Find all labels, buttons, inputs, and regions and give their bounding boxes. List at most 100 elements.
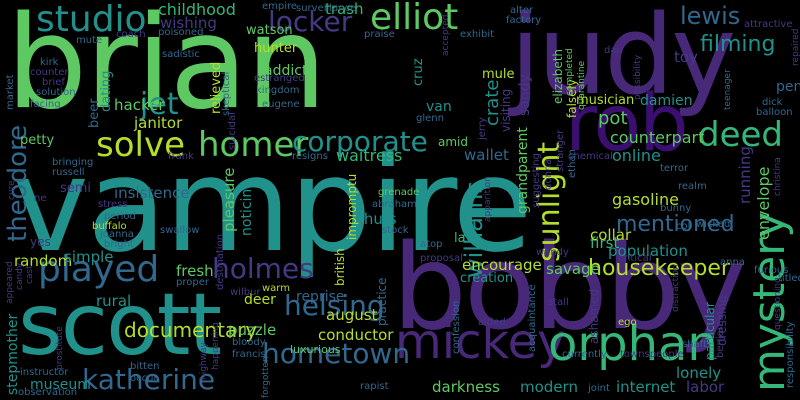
word-questioning: questioning — [773, 277, 783, 330]
word-lonely: lonely — [676, 364, 722, 382]
word-petty: petty — [20, 133, 55, 148]
word-francis: francis — [232, 349, 266, 360]
word-confession: confession — [451, 300, 462, 354]
word-estranged: estranged — [254, 73, 305, 84]
word-facing: facing — [30, 99, 61, 110]
word-janitor: janitor — [134, 114, 183, 132]
word-solve: solve — [96, 125, 186, 165]
word-bobby: bobby — [392, 218, 747, 356]
word-kirk: kirk — [40, 57, 59, 68]
word-russell: russell — [52, 167, 85, 178]
word-bunny: bunny — [660, 203, 692, 214]
word-internet: internet — [616, 378, 676, 396]
word-museum: museum — [30, 377, 91, 393]
word-studio: studio — [36, 0, 147, 40]
word-candy: candy — [15, 262, 25, 290]
word-trash: trash — [325, 0, 364, 18]
word-proposal: proposal — [420, 253, 463, 264]
word-christina: christina — [773, 157, 783, 196]
word-cruz: cruz — [411, 58, 426, 86]
word-fresh: fresh — [176, 262, 214, 280]
word-forgotten: forgotten — [261, 356, 271, 398]
word-apparition: apparition — [483, 176, 493, 222]
word-encourage: encourage — [462, 256, 542, 274]
word-waitress: waitress — [336, 146, 403, 165]
word-visiting: visiting — [499, 88, 513, 132]
word-orphan: orphan — [548, 316, 718, 372]
word-prostitute: prostitute — [55, 326, 65, 370]
word-stranger: stranger — [555, 129, 566, 172]
word-ethan: ethan — [567, 149, 578, 178]
word-modern: modern — [520, 378, 578, 396]
word-semi: semi — [60, 181, 92, 196]
word-ego: ego — [618, 317, 637, 328]
word-realm: realm — [678, 181, 707, 192]
word-darkness: darkness — [432, 378, 500, 396]
word-appeared: appeared — [5, 261, 15, 304]
word-exhibit: exhibit — [460, 29, 495, 40]
word-noticing: noticing — [239, 179, 255, 236]
word-scott: scott — [18, 275, 222, 375]
word-stepmother: stepmother — [5, 313, 21, 395]
word-running: running — [736, 146, 754, 204]
word-addict: addict — [264, 63, 308, 79]
word-grandparent: grandparent — [515, 127, 531, 214]
word-alter: alter — [510, 5, 534, 16]
word-attractive: attractive — [744, 19, 793, 30]
word-brief: brief — [42, 77, 65, 88]
word-august: august — [326, 306, 378, 324]
word-dating: dating — [99, 70, 114, 112]
word-warm: warm — [262, 283, 290, 294]
word-elizabeth: elizabeth — [551, 48, 565, 104]
word-accepted: accepted — [441, 14, 451, 56]
word-stall: stall — [548, 297, 569, 308]
word-possibility: possibility — [633, 54, 643, 100]
word-solution: solution — [36, 87, 76, 98]
word-skeptical: skeptical — [221, 71, 232, 116]
word-luxurious: luxurious — [290, 343, 341, 356]
word-helsing: helsing — [284, 289, 385, 322]
word-repaired: repaired — [791, 28, 800, 66]
word-poisoned: poisoned — [158, 27, 204, 38]
word-homer: homer — [198, 125, 309, 165]
word-pot: pot — [598, 108, 628, 129]
word-wishing: wishing — [160, 14, 217, 32]
word-suicidal: suicidal — [227, 112, 238, 150]
word-hunter: hunter — [254, 41, 298, 56]
word-first: first — [590, 234, 620, 252]
word-instructor: instructor — [20, 367, 69, 378]
word-chemical: chemical — [568, 151, 613, 162]
word-hacker: hacker — [114, 96, 165, 114]
word-pen: pen — [776, 79, 800, 95]
word-envelope: envelope — [754, 166, 773, 240]
word-shuts: shuts — [356, 210, 397, 228]
word-bright: bright — [104, 239, 134, 250]
word-bitten: bitten — [130, 361, 160, 372]
word-col: col — [676, 221, 691, 232]
word-mule: mule — [482, 67, 515, 82]
word-judy: judy — [510, 0, 736, 119]
word-abraham: abraham — [372, 199, 417, 210]
word-dan: dan — [604, 45, 623, 56]
word-population: population — [608, 242, 688, 260]
word-yes: yes — [30, 235, 51, 249]
word-mentioned: mentioned — [616, 212, 735, 237]
word-destination: destination — [215, 233, 226, 290]
word-market: market — [5, 74, 16, 111]
word-sandy: sandy — [517, 74, 533, 116]
word-amid: amid — [438, 135, 468, 149]
word-counter: counter — [30, 67, 69, 78]
word-joanna: joanna — [100, 229, 134, 240]
word-jet: jet — [140, 87, 179, 122]
word-benjamin: benjamin — [715, 311, 726, 358]
word-housekeeper: housekeeper — [588, 256, 730, 281]
word-period: period — [104, 211, 136, 222]
word-gasoline: gasoline — [612, 190, 679, 209]
word-vampire: vampire — [12, 129, 532, 281]
word-lewis: lewis — [680, 2, 741, 30]
word-played: played — [38, 249, 160, 290]
word-praise: praise — [364, 29, 395, 40]
word-rural: rural — [96, 292, 132, 310]
word-highway: highway — [199, 342, 209, 380]
word-ne: ne — [34, 193, 47, 204]
